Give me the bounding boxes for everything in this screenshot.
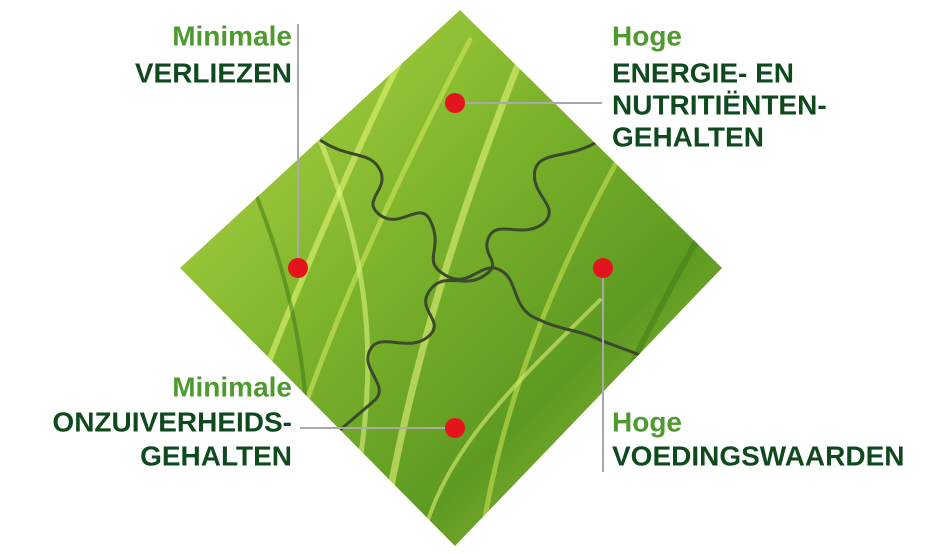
marker-dot xyxy=(445,93,465,113)
infographic: Minimale VERLIEZEN Hoge ENERGIE- EN NUTR… xyxy=(0,0,949,554)
label-text: NUTRITIËNTEN- xyxy=(612,89,827,120)
label-text: VOEDINGSWAARDEN xyxy=(612,440,904,471)
marker-dot xyxy=(593,258,613,278)
marker-dot xyxy=(288,258,308,278)
label-text: ENERGIE- EN xyxy=(612,57,794,88)
label-qualifier: Minimale xyxy=(172,20,292,51)
label-qualifier: Minimale xyxy=(172,371,292,402)
label-text: VERLIEZEN xyxy=(135,57,292,88)
label-text: GEHALTEN xyxy=(140,440,292,471)
label-text: GEHALTEN xyxy=(612,121,764,152)
marker-dot xyxy=(445,418,465,438)
label-qualifier: Hoge xyxy=(612,406,682,437)
label-qualifier: Hoge xyxy=(612,20,682,51)
label-text: ONZUIVERHEIDS- xyxy=(52,406,292,437)
